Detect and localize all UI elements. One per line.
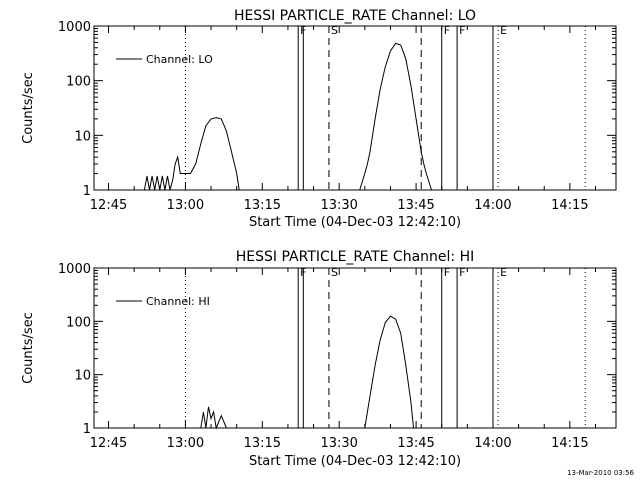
panel-0: HESSI PARTICLE_RATE Channel: LO Start Tim… <box>21 8 617 230</box>
y-tick-label: 1000 <box>58 262 91 277</box>
plot-frame <box>93 267 617 429</box>
x-tick-label: 13:00 <box>167 198 204 213</box>
data-series-line <box>200 406 227 430</box>
x-tick-label: 12:45 <box>90 198 127 213</box>
event-marker-label: S <box>331 24 338 37</box>
event-marker-label: F <box>300 266 306 279</box>
panel-1: HESSI PARTICLE_RATE Channel: HI Start Tim… <box>21 249 617 469</box>
y-axis-label: Counts/sec <box>21 72 36 144</box>
x-axis-label: Start Time (04-Dec-03 12:42:10) <box>249 215 461 230</box>
x-tick-label: 13:30 <box>320 436 357 451</box>
x-tick-label: 14:15 <box>551 198 588 213</box>
legend-label: Channel: LO <box>146 53 213 66</box>
y-tick-label: 1 <box>83 422 91 437</box>
x-tick-label: 14:15 <box>551 436 588 451</box>
event-marker-label: E <box>500 266 507 279</box>
x-tick-label: 13:15 <box>244 436 281 451</box>
x-tick-label: 13:45 <box>397 198 434 213</box>
x-tick-label: 12:45 <box>90 436 127 451</box>
event-marker-label: F <box>444 24 450 37</box>
event-marker-label: F <box>459 266 465 279</box>
data-series-line <box>359 42 432 191</box>
event-marker-label: F <box>459 24 465 37</box>
footer-timestamp: 13-Mar-2010 03:56 <box>567 469 634 477</box>
x-tick-label: 13:15 <box>244 198 281 213</box>
x-tick-label: 13:45 <box>397 436 434 451</box>
x-tick-label: 13:00 <box>167 436 204 451</box>
x-tick-label: 13:30 <box>320 198 357 213</box>
x-tick-label: 14:00 <box>474 436 511 451</box>
y-tick-label: 1000 <box>58 20 91 35</box>
data-series-line <box>364 315 414 429</box>
plot-frame <box>93 25 617 191</box>
data-series-line <box>143 117 240 191</box>
y-axis-label: Counts/sec <box>21 312 36 384</box>
legend-label: Channel: HI <box>146 295 210 308</box>
event-marker-label: E <box>500 24 507 37</box>
chart-title: HESSI PARTICLE_RATE Channel: LO <box>234 8 476 24</box>
y-tick-label: 10 <box>74 369 91 384</box>
x-axis-label: Start Time (04-Dec-03 12:42:10) <box>249 454 461 469</box>
y-tick-label: 1 <box>83 184 91 199</box>
event-marker-label: F <box>444 266 450 279</box>
chart-title: HESSI PARTICLE_RATE Channel: HI <box>236 249 474 265</box>
event-marker-label: S <box>331 266 338 279</box>
event-marker-label: F <box>300 24 306 37</box>
y-tick-label: 100 <box>66 75 91 90</box>
y-tick-label: 10 <box>74 129 91 144</box>
y-tick-label: 100 <box>66 315 91 330</box>
x-tick-label: 14:00 <box>474 198 511 213</box>
